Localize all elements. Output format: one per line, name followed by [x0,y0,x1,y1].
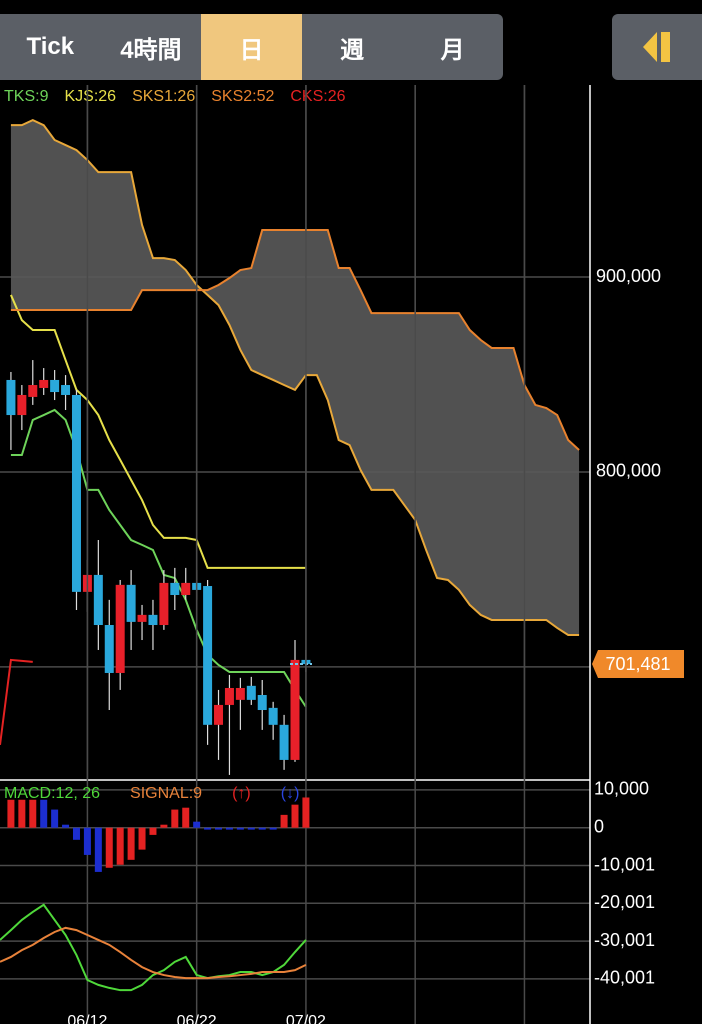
histogram-bar [182,807,190,828]
tab[interactable]: 月 [440,36,465,64]
histogram-bar [204,827,212,830]
timeframe-tabs: Tick 4時間日 週 月 [0,14,503,80]
histogram-bar [236,827,244,830]
histogram-bar [29,799,37,828]
histogram-bar [160,824,168,828]
legend-entry: TKS:9 [4,88,49,105]
histogram-bar [62,824,70,828]
histogram-bar [215,827,223,830]
candle-body [148,614,158,626]
legend-entry: (↑) [232,785,251,802]
candle-body [39,379,49,388]
indicator-line [10,294,306,569]
candle-body [181,582,191,595]
candle-body [279,724,289,760]
tab[interactable]: 4時間 [120,36,182,64]
legend-entry: KJS:26 [64,88,116,105]
candle-body [246,685,256,700]
legend-entry: SIGNAL:9 [130,785,202,802]
histogram-bar [302,797,310,828]
price-tag [592,650,684,679]
candle-body [159,582,169,626]
histogram-bar [138,827,146,850]
histogram-bar [225,827,233,830]
bar-icon [661,32,670,62]
indicator-line [10,408,307,708]
legend-entry: SKS2:52 [211,88,274,105]
candle-body [104,625,114,673]
candle-body [290,659,300,760]
x-tick-label: 07/02 [286,1013,326,1024]
legend-entry: MACD:12, 26 [4,785,100,802]
collapse-icon [643,32,670,62]
y-tick-label: -10,001 [594,854,655,874]
histogram-bar [83,827,91,855]
candle-body [224,687,234,705]
candle-body [257,695,267,711]
y-tick-label: -20,001 [594,892,655,912]
y-tick-label: -30,001 [594,930,655,950]
candle-body [6,379,16,416]
indicator-line [10,118,580,636]
candle-body [137,614,147,622]
x-tick-label: 06/12 [67,1013,107,1024]
indicator-line [0,903,307,992]
tab[interactable]: 週 [340,36,365,64]
x-tick-label: 06/22 [177,1013,217,1024]
histogram-bar [280,814,288,828]
indicator-line [10,229,580,451]
histogram-bar [94,827,102,872]
histogram-bar [193,821,201,828]
cloud [10,120,580,635]
histogram-bar [40,799,48,828]
candle-body [61,385,71,395]
candle-body [17,394,27,416]
price-tag-label: 701,481 [605,654,670,674]
legend-entry: (↓) [281,785,300,802]
histogram-bar [105,827,113,868]
candle-body [93,574,103,626]
histogram-bar [247,827,255,830]
collapse-button[interactable] [612,14,702,80]
candle-body [71,394,81,592]
histogram-bar [171,809,179,828]
y-tick-label: 900,000 [596,266,661,286]
candle-body [126,584,136,622]
indicator-line [0,926,307,980]
histogram-bar [127,827,135,860]
candle-body [235,687,245,700]
y-tick-label: 10,000 [594,779,649,799]
candle-body [268,707,278,725]
candle-body [115,584,125,673]
candle-body [28,385,38,397]
y-tick-label: 800,000 [596,461,661,481]
tab[interactable]: 日 [201,14,302,80]
candle-body [170,582,180,595]
histogram-bar [149,827,157,835]
histogram-bar [291,804,299,828]
candle-body [50,379,60,393]
y-tick-label: 0 [594,816,604,836]
tab[interactable]: Tick [26,33,75,60]
y-tick-label: -40,001 [594,968,655,988]
histogram-bar [7,799,15,828]
histogram-bar [116,827,124,865]
histogram-bar [72,827,80,840]
histogram-bar [18,799,26,828]
histogram-bar [269,827,277,830]
histogram-bar [51,809,59,828]
legend-entry: CKS:26 [290,88,345,105]
candle-body [203,586,213,725]
candle-body [214,704,224,725]
indicator-line [0,658,33,746]
legend-entry: SKS1:26 [132,88,195,105]
arrow-icon [643,32,657,62]
histogram-bar [258,827,266,830]
